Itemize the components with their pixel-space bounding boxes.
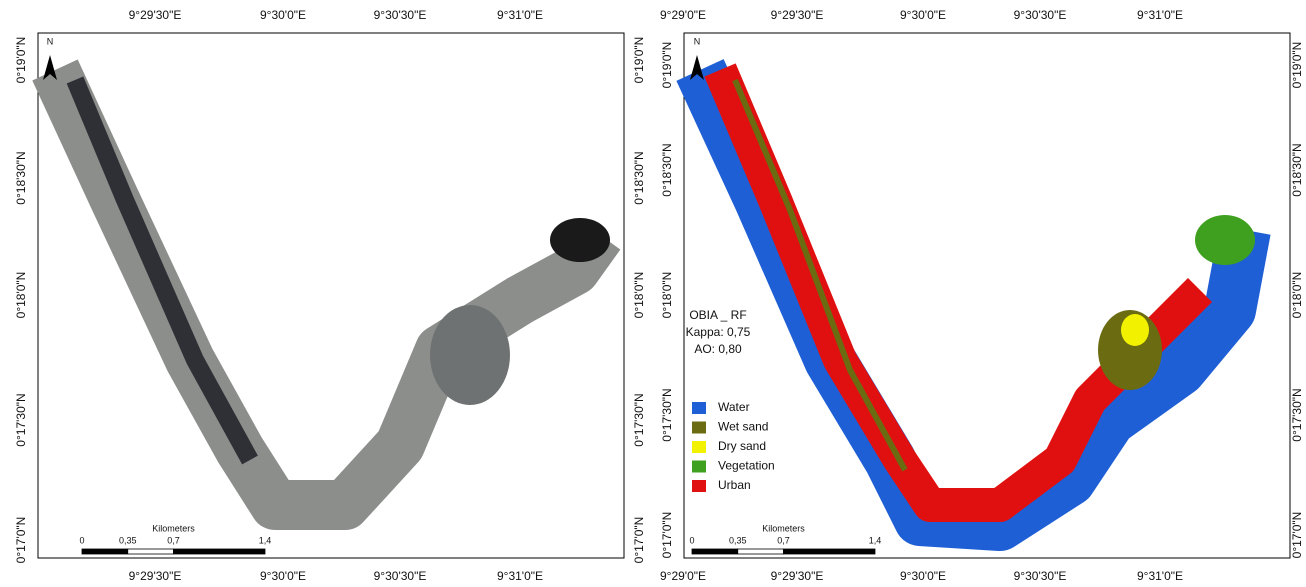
north-label: N: [47, 36, 54, 46]
latitude-label: 0°18'0"N: [660, 272, 674, 319]
latitude-label: 0°17'30"N: [1290, 388, 1304, 441]
legend-swatch: [692, 480, 706, 492]
latitude-label: 0°18'30"N: [660, 143, 674, 196]
longitude-label: 9°31'0"E: [1137, 8, 1183, 22]
scale-bar-segment: [174, 549, 266, 554]
latitude-label: 0°18'0"N: [1290, 272, 1304, 319]
latitude-label: 0°17'30"N: [14, 393, 28, 446]
scale-bar-segment: [692, 549, 738, 554]
latitude-label: 0°17'30"N: [660, 388, 674, 441]
latitude-label: 0°17'0"N: [660, 512, 674, 559]
figure: 9°29'30"E 9°30'0"E 9°30'30"E 9°31'0"E 9°29'3…: [0, 0, 1306, 587]
lagoon: [430, 305, 510, 405]
legend-swatch: [692, 402, 706, 414]
scale-label: 1,4: [869, 535, 882, 545]
latitude-label: 0°18'30"N: [632, 151, 646, 204]
latitude-label: 0°17'30"N: [632, 393, 646, 446]
legend-label: Vegetation: [718, 459, 775, 473]
scale-bar-segment: [738, 549, 784, 554]
legend-swatch: [692, 441, 706, 453]
longitude-label: 9°31'0"E: [1137, 569, 1183, 583]
north-label: N: [694, 36, 701, 46]
latitude-label: 0°19'0"N: [1290, 42, 1304, 89]
scale-label: 0,7: [167, 535, 180, 545]
legend-label: Wet sand: [718, 420, 768, 434]
dark-area: [550, 218, 610, 262]
accuracy-note: AO: 0,80: [694, 342, 742, 356]
latitude-label: 0°17'0"N: [1290, 512, 1304, 559]
latitude-label: 0°18'0"N: [632, 272, 646, 319]
dry-sand-area: [1121, 314, 1149, 346]
longitude-label: 9°30'30"E: [374, 569, 427, 583]
scale-title: Kilometers: [762, 523, 805, 533]
legend-label: Dry sand: [718, 439, 766, 453]
legend-label: Water: [718, 400, 750, 414]
latitude-label: 0°18'30"N: [14, 151, 28, 204]
longitude-label: 9°30'0"E: [900, 8, 946, 22]
accuracy-note: OBIA _ RF: [689, 308, 746, 322]
accuracy-note: Kappa: 0,75: [686, 325, 751, 339]
longitude-label: 9°30'30"E: [1014, 8, 1067, 22]
latitude-label: 0°19'0"N: [14, 37, 28, 84]
longitude-label: 9°30'30"E: [374, 8, 427, 22]
scale-bar-segment: [128, 549, 174, 554]
longitude-label: 9°29'30"E: [771, 8, 824, 22]
longitude-label: 9°30'0"E: [900, 569, 946, 583]
latitude-label: 0°19'0"N: [660, 42, 674, 89]
scale-label: 0,35: [119, 535, 137, 545]
scale-label: 0,35: [729, 535, 747, 545]
latitude-label: 0°18'30"N: [1290, 143, 1304, 196]
scale-bar-segment: [82, 549, 128, 554]
longitude-label: 9°31'0"E: [497, 569, 543, 583]
latitude-label: 0°17'0"N: [14, 517, 28, 564]
longitude-label: 9°29'30"E: [771, 569, 824, 583]
longitude-label: 9°29'30"E: [129, 569, 182, 583]
scale-label: 0: [689, 535, 694, 545]
longitude-label: 9°31'0"E: [497, 8, 543, 22]
scale-title: Kilometers: [152, 523, 195, 533]
legend-swatch: [692, 461, 706, 473]
legend-label: Urban: [718, 478, 751, 492]
scale-label: 0,7: [777, 535, 790, 545]
longitude-label: 9°29'0"E: [660, 8, 706, 22]
scale-label: 1,4: [259, 535, 272, 545]
longitude-label: 9°30'0"E: [260, 8, 306, 22]
scale-label: 0: [79, 535, 84, 545]
scale-bar-segment: [784, 549, 876, 554]
latitude-label: 0°18'0"N: [14, 272, 28, 319]
latitude-label: 0°19'0"N: [632, 37, 646, 84]
longitude-label: 9°30'30"E: [1014, 569, 1067, 583]
latitude-label: 0°17'0"N: [632, 517, 646, 564]
vegetation-area: [1195, 215, 1255, 265]
longitude-label: 9°30'0"E: [260, 569, 306, 583]
legend-swatch: [692, 422, 706, 434]
longitude-label: 9°29'30"E: [129, 8, 182, 22]
longitude-label: 9°29'0"E: [660, 569, 706, 583]
